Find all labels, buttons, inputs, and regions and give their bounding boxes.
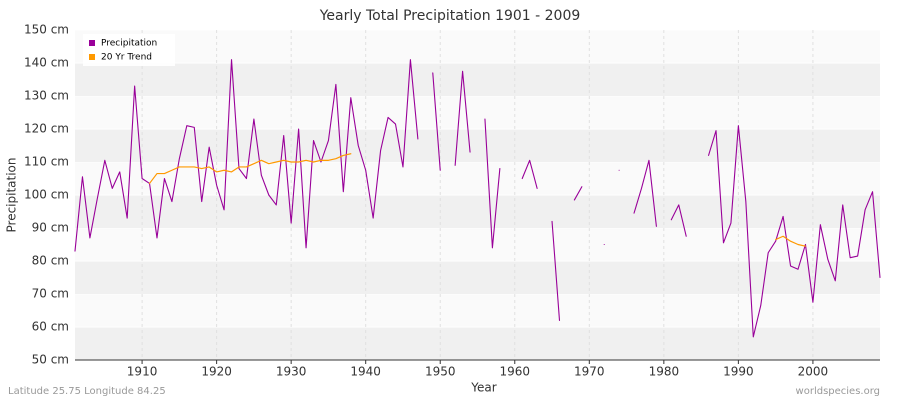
grid-band: [75, 327, 880, 360]
x-tick-label: 1970: [574, 365, 605, 379]
x-tick-label: 1940: [350, 365, 381, 379]
x-tick-label: 1980: [649, 365, 680, 379]
y-axis-label: Precipitation: [5, 157, 19, 232]
footer-right: worldspecies.org: [796, 386, 880, 397]
y-tick-label: 110 cm: [24, 155, 69, 169]
legend-box: [83, 34, 175, 66]
grid-band: [75, 63, 880, 96]
y-tick-label: 100 cm: [24, 188, 69, 202]
grid-band: [75, 129, 880, 162]
legend-swatch: [89, 54, 95, 60]
y-tick-label: 50 cm: [32, 353, 69, 367]
footer-left: Latitude 25.75 Longitude 84.25: [8, 386, 166, 397]
grid-band: [75, 261, 880, 294]
x-tick-label: 1960: [499, 365, 530, 379]
x-tick-label: 1990: [723, 365, 754, 379]
x-tick-label: 1950: [425, 365, 456, 379]
x-tick-label: 1930: [276, 365, 307, 379]
x-tick-label: 1910: [127, 365, 158, 379]
legend-label: 20 Yr Trend: [101, 53, 152, 63]
chart-title: Yearly Total Precipitation 1901 - 2009: [319, 8, 581, 24]
x-axis-label: Year: [470, 381, 496, 395]
grid-band: [75, 195, 880, 228]
y-tick-label: 80 cm: [32, 254, 69, 268]
y-tick-label: 90 cm: [32, 221, 69, 235]
legend-label: Precipitation: [101, 39, 157, 49]
y-tick-label: 60 cm: [32, 320, 69, 334]
y-tick-label: 140 cm: [24, 56, 69, 70]
x-tick-label: 1920: [201, 365, 232, 379]
x-tick-label: 2000: [798, 365, 829, 379]
series-line: [148, 153, 807, 247]
legend-swatch: [89, 40, 95, 46]
y-tick-label: 130 cm: [24, 89, 69, 103]
series-line: [74, 59, 881, 338]
y-tick-label: 120 cm: [24, 122, 69, 136]
y-tick-label: 70 cm: [32, 287, 69, 301]
y-tick-label: 150 cm: [24, 23, 69, 37]
